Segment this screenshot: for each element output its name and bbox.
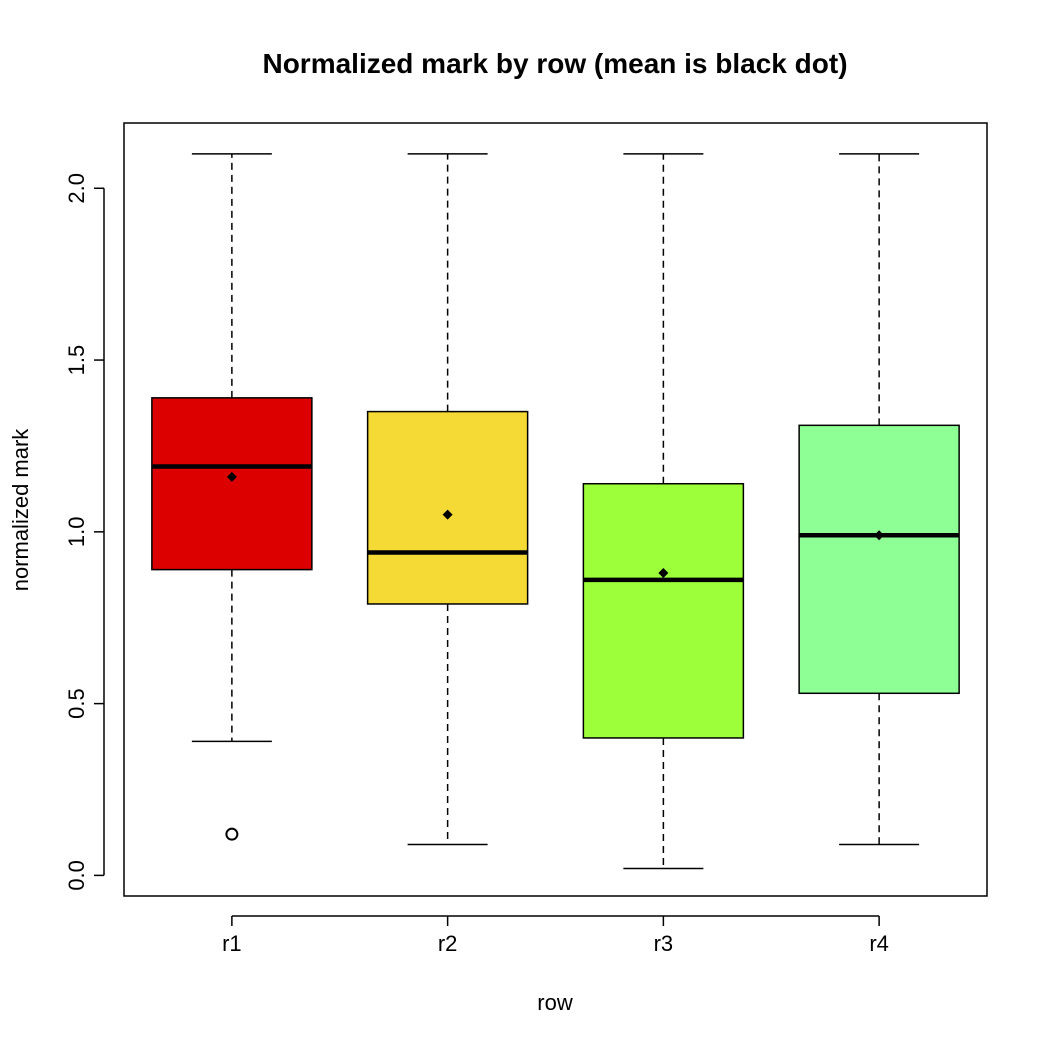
box-group-r1 <box>151 153 313 841</box>
y-axis-label: normalized mark <box>8 428 33 592</box>
box-group-r2 <box>366 153 529 846</box>
mean-dot <box>658 568 669 579</box>
chart-title: Normalized mark by row (mean is black do… <box>262 48 847 79</box>
y-tick-label: 1.5 <box>64 345 89 376</box>
x-tick-label: r3 <box>654 931 674 956</box>
x-tick-label: r4 <box>869 931 889 956</box>
outlier-point <box>225 827 239 841</box>
boxes-layer <box>151 153 960 870</box>
mean-dot <box>874 530 885 541</box>
y-tick-label: 2.0 <box>64 173 89 204</box>
box-group-r3 <box>582 153 745 870</box>
box-r1 <box>151 397 313 571</box>
y-tick-label: 0.5 <box>64 688 89 719</box>
x-axis: r1 r2 r3 r4 <box>222 915 889 956</box>
box-r3 <box>582 482 745 739</box>
plot-frame <box>123 122 988 897</box>
x-axis-label: row <box>537 990 573 1015</box>
box-group-r4 <box>798 153 960 846</box>
mean-dot <box>442 509 453 520</box>
x-tick-label: r1 <box>222 931 242 956</box>
box-r2 <box>366 410 529 605</box>
y-axis: 0.0 0.5 1.0 1.5 2.0 <box>64 173 105 891</box>
box-r4 <box>798 424 960 695</box>
y-tick-label: 1.0 <box>64 517 89 548</box>
y-tick-label: 0.0 <box>64 860 89 891</box>
x-tick-label: r2 <box>438 931 458 956</box>
mean-dot <box>226 471 237 482</box>
